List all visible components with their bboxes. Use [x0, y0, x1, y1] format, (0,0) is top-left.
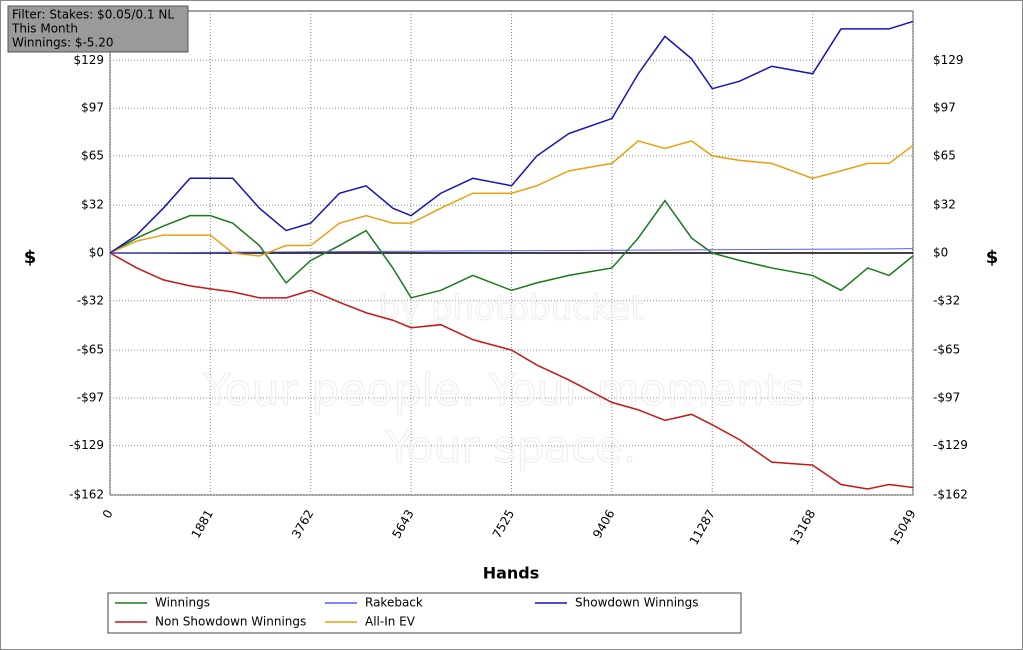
y-tick-label: $0 — [89, 246, 104, 260]
legend-label: Non Showdown Winnings — [155, 615, 306, 629]
watermark-text: Your people. Your moments. — [203, 365, 819, 416]
series-line — [109, 252, 914, 490]
y-tick-label: -$162 — [69, 488, 104, 502]
y-tick-label-right: $97 — [933, 101, 956, 115]
y-tick-label-right: $65 — [933, 148, 956, 162]
y-axis-title-right: $ — [986, 247, 999, 268]
y-tick-label-right: -$162 — [933, 488, 968, 502]
watermark-text: by photobucket — [378, 289, 643, 329]
legend-label: Rakeback — [365, 596, 423, 610]
series-line — [109, 199, 914, 299]
y-tick-label: -$32 — [77, 293, 104, 307]
y-tick-label: -$65 — [77, 343, 104, 357]
y-axis-title: $ — [24, 247, 37, 268]
y-tick-label: $129 — [73, 53, 104, 67]
watermark-text: Your space. — [385, 422, 637, 473]
legend-label: Showdown Winnings — [575, 596, 699, 610]
y-tick-label: $32 — [81, 198, 104, 212]
y-tick-label-right: -$32 — [933, 293, 960, 307]
y-tick-label-right: -$129 — [933, 438, 968, 452]
y-tick-label: -$129 — [69, 438, 104, 452]
series-line — [109, 248, 914, 254]
series-line — [109, 140, 914, 257]
legend-box — [107, 592, 742, 634]
legend-label: Winnings — [155, 596, 210, 610]
y-tick-label-right: -$97 — [933, 390, 960, 404]
y-tick-label: $65 — [81, 148, 104, 162]
filter-text: Winnings: $-5.20 — [12, 36, 114, 50]
filter-text: Filter: Stakes: $0.05/0.1 NL — [12, 8, 174, 22]
y-tick-label-right: $0 — [933, 246, 948, 260]
y-tick-label-right: -$65 — [933, 343, 960, 357]
series-line — [109, 20, 914, 254]
y-tick-label: -$97 — [77, 390, 104, 404]
y-tick-label-right: $129 — [933, 53, 964, 67]
y-tick-label-right: $32 — [933, 198, 956, 212]
filter-text: This Month — [11, 22, 78, 36]
x-axis-title: Hands — [483, 564, 540, 583]
filter-box — [7, 5, 189, 53]
legend-label: All-In EV — [365, 615, 416, 629]
y-tick-label: $97 — [81, 101, 104, 115]
